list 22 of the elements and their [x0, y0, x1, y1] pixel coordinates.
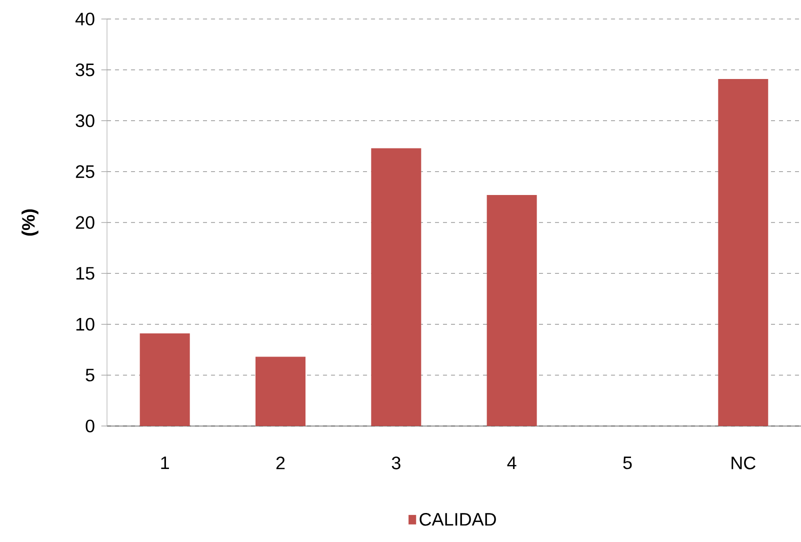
- x-tick-label: 3: [392, 456, 400, 470]
- y-tick-label: 5: [86, 368, 94, 382]
- y-tick-label: 25: [76, 165, 94, 178]
- y-tick-label: 20: [76, 216, 94, 229]
- y-tick-label: 15: [76, 267, 94, 280]
- y-tick-label: 30: [76, 114, 94, 128]
- x-tick-label: 4: [507, 456, 516, 469]
- bar: [718, 79, 768, 426]
- y-tick-label: 10: [76, 318, 94, 331]
- y-tick-label: 40: [75, 12, 94, 26]
- legend-label: CALIDAD: [420, 512, 496, 526]
- x-tick-label: 2: [276, 456, 285, 470]
- bar: [256, 356, 306, 426]
- bar: [140, 333, 190, 426]
- y-tick-label: 35: [76, 64, 94, 76]
- x-tick-label: NC: [732, 456, 756, 470]
- x-tick-label: 1: [161, 456, 169, 469]
- y-tick-label: 0: [86, 420, 94, 432]
- x-tick-label: 5: [623, 456, 632, 470]
- y-axis-title: (%): [22, 209, 38, 236]
- bar: [371, 148, 422, 426]
- bar: [486, 195, 537, 426]
